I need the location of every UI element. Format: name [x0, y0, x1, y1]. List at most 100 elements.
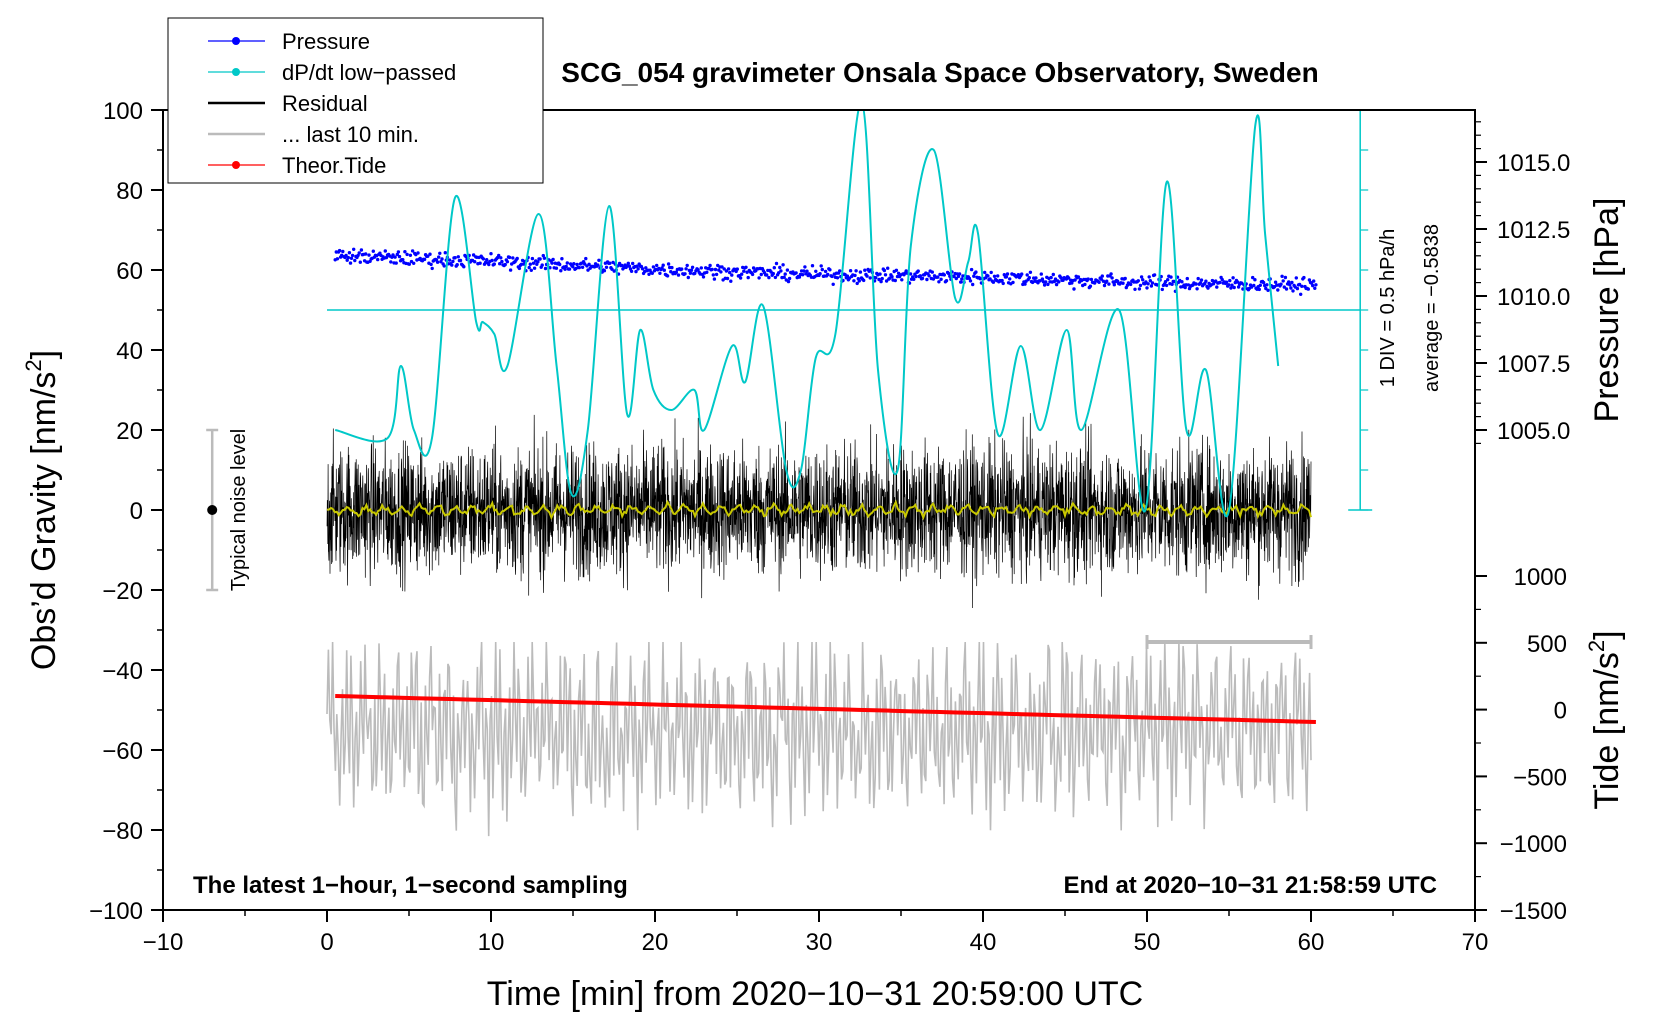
pressure-point [1133, 287, 1137, 291]
pressure-point [882, 268, 887, 273]
pressure-point [597, 258, 601, 262]
pressure-point [1137, 287, 1142, 291]
pressure-point [1086, 277, 1090, 281]
pressure-point [350, 253, 355, 258]
y-tick-label: −100 [89, 898, 143, 925]
pressure-point [631, 261, 635, 266]
pressure-point [968, 279, 973, 283]
pressure-point [439, 260, 443, 264]
pressure-point [1291, 289, 1295, 293]
pressure-point [774, 261, 779, 266]
pressure-point [848, 269, 853, 273]
pressure-point [471, 253, 476, 257]
pressure-point [348, 261, 353, 265]
annotation-latest-hour: The latest 1−hour, 1−second sampling [193, 872, 628, 899]
pressure-point [1170, 282, 1174, 286]
pressure-point [1102, 283, 1107, 288]
pressure-point [1166, 278, 1170, 282]
pressure-point [988, 277, 992, 281]
pressure-point [894, 268, 899, 272]
annotation-end-time: End at 2020−10−31 21:58:59 UTC [1063, 872, 1437, 899]
pressure-point [396, 250, 401, 254]
pressure-point [540, 263, 544, 267]
pressure-point [572, 262, 576, 266]
pressure-point [1008, 277, 1012, 281]
pressure-point [767, 275, 771, 280]
pressure-point [636, 267, 640, 271]
pressure-point [571, 265, 575, 269]
pressure-point [883, 273, 888, 277]
pressure-point [1196, 276, 1200, 281]
pressure-point [357, 251, 361, 255]
pressure-point [670, 265, 674, 270]
pressure-tick-label: 1005.0 [1497, 418, 1570, 445]
legend-label: Theor.Tide [282, 153, 386, 178]
legend-marker [232, 161, 240, 169]
pressure-point [565, 261, 569, 265]
pressure-point [644, 266, 648, 270]
pressure-point [750, 272, 755, 277]
pressure-point [1146, 282, 1150, 286]
legend-label: Residual [282, 91, 368, 116]
pressure-point [705, 270, 709, 274]
tide-tick-label: 500 [1527, 631, 1567, 658]
pressure-point [797, 275, 802, 279]
pressure-point [1039, 272, 1044, 276]
pressure-point [785, 268, 790, 272]
pressure-point [1076, 275, 1081, 279]
pressure-point [936, 275, 940, 279]
pressure-point [530, 256, 535, 261]
pressure-point [1107, 282, 1111, 286]
pressure-point [1147, 275, 1151, 279]
pressure-point [1312, 279, 1316, 283]
pressure-point [684, 267, 688, 271]
pressure-point [1059, 276, 1063, 280]
y-tick-label: 20 [116, 418, 143, 445]
pressure-point [635, 264, 639, 268]
pressure-point [522, 262, 526, 266]
pressure-point [674, 270, 678, 274]
pressure-point [1251, 275, 1255, 280]
pressure-point [1049, 275, 1053, 280]
pressure-point [725, 276, 730, 281]
pressure-point [916, 269, 920, 273]
x-tick-label: 40 [970, 929, 997, 956]
pressure-point [724, 269, 729, 273]
pressure-point [1061, 278, 1065, 282]
series-residual-lowpassed [326, 499, 1312, 521]
pressure-point [1054, 282, 1059, 287]
tide-tick-label: −500 [1513, 764, 1567, 791]
x-tick-label: 70 [1462, 929, 1489, 956]
pressure-point [738, 276, 743, 280]
pressure-point [680, 267, 684, 271]
pressure-point [786, 279, 791, 284]
pressure-point [787, 276, 792, 281]
pressure-point [596, 263, 600, 267]
pressure-point [989, 270, 993, 275]
dpdt-scale-text: 1 DIV = 0.5 hPa/h [1377, 229, 1399, 387]
x-tick-label: 20 [642, 929, 669, 956]
pressure-point [918, 274, 923, 278]
pressure-point [1020, 272, 1024, 276]
pressure-point [992, 274, 997, 278]
pressure-point [485, 258, 489, 262]
pressure-point [772, 266, 776, 270]
pressure-point [1011, 280, 1015, 285]
pressure-point [567, 267, 572, 271]
pressure-point [900, 278, 904, 282]
pressure-point [779, 269, 783, 273]
pressure-point [783, 272, 787, 276]
pressure-point [335, 257, 340, 261]
pressure-point [1145, 286, 1149, 290]
pressure-point [473, 260, 477, 264]
pressure-point [1160, 287, 1165, 292]
pressure-point [655, 263, 659, 268]
legend-marker [232, 37, 240, 45]
pressure-tick-label: 1015.0 [1497, 150, 1570, 177]
pressure-point [1040, 277, 1045, 281]
pressure-point [1004, 275, 1009, 279]
pressure-point [802, 269, 806, 273]
pressure-tick-label: 1007.5 [1497, 351, 1570, 378]
pressure-point [820, 267, 824, 272]
pressure-point [693, 271, 697, 276]
